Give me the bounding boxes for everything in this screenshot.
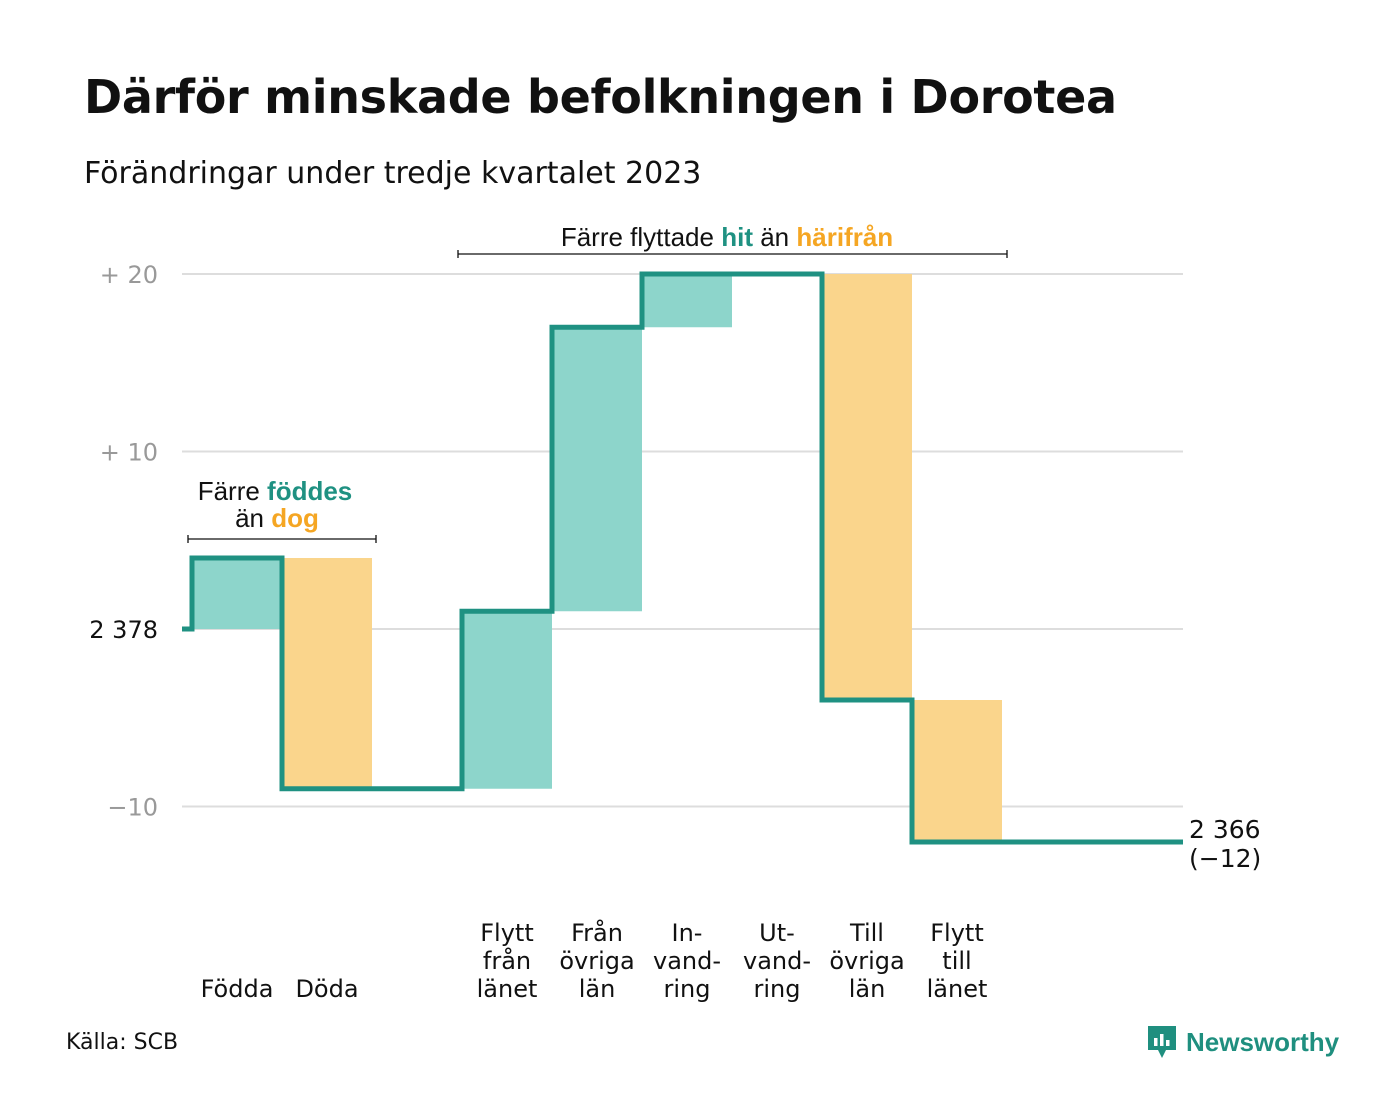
brand-logo: Newsworthy	[1146, 1024, 1339, 1060]
chart-title: Därför minskade befolkningen i Dorotea	[84, 70, 1117, 124]
category-label: Flytt	[930, 919, 984, 947]
category-label: länet	[927, 975, 988, 1003]
annotation-segment: dog	[271, 503, 319, 533]
bar	[192, 558, 282, 629]
category-label: Födda	[201, 975, 274, 1003]
annotation-text: Färre flyttade hit än härifrån	[561, 222, 893, 252]
y-tick-label: + 20	[100, 261, 158, 289]
end-label-group: 2 366(−12)	[1189, 815, 1261, 873]
category-label: län	[849, 975, 886, 1003]
step-line-group	[182, 271, 1183, 845]
category-label: länet	[477, 975, 538, 1003]
newsworthy-icon	[1148, 1026, 1176, 1058]
bar	[282, 558, 372, 789]
end-value-label: (−12)	[1189, 844, 1261, 873]
step-line	[182, 271, 1183, 845]
end-value-label: 2 366	[1189, 815, 1261, 844]
category-label: ring	[754, 975, 801, 1003]
annotation-segment: hit	[721, 222, 753, 252]
category-label: övriga	[829, 947, 904, 975]
category-label: ring	[664, 975, 711, 1003]
category-label: vand-	[653, 947, 721, 975]
annotation-segment: än	[235, 503, 271, 533]
category-label: län	[579, 975, 616, 1003]
annotation-segment: föddes	[267, 476, 352, 506]
y-tick-label: + 10	[100, 439, 158, 467]
bar	[462, 611, 552, 789]
category-label: vand-	[743, 947, 811, 975]
category-label: Döda	[295, 975, 358, 1003]
y-tick-label: −10	[107, 794, 158, 822]
annotation-segment: Färre flyttade	[561, 222, 721, 252]
bar	[912, 700, 1002, 842]
category-label: övriga	[559, 947, 634, 975]
category-label: Flytt	[480, 919, 534, 947]
start-value-label: 2 378	[89, 616, 158, 644]
annotation-segment: Färre	[198, 476, 267, 506]
bar	[552, 327, 642, 612]
category-label: Ut-	[759, 919, 795, 947]
bars	[192, 274, 1002, 842]
annotation-segment: än	[753, 222, 796, 252]
brand-name: Newsworthy	[1186, 1026, 1340, 1057]
annotation-text: Färre föddes	[198, 476, 353, 506]
category-label: till	[942, 947, 971, 975]
bar	[822, 274, 912, 700]
bar	[642, 274, 732, 328]
annotation-segment: härifrån	[796, 222, 893, 252]
category-label: Från	[571, 918, 623, 947]
category-label: från	[483, 946, 531, 975]
category-label: Till	[849, 919, 884, 947]
category-label: In-	[672, 919, 703, 947]
chart-subtitle: Förändringar under tredje kvartalet 2023	[84, 156, 702, 191]
source-note: Källa: SCB	[66, 1030, 179, 1055]
annotation-text: än dog	[235, 503, 319, 533]
category-labels: Födda DödaFlyttfrånlänetFrånövrigalänIn-v…	[201, 918, 988, 1003]
y-axis-ticks: + 20 + 10 −10 2 378	[89, 261, 158, 822]
